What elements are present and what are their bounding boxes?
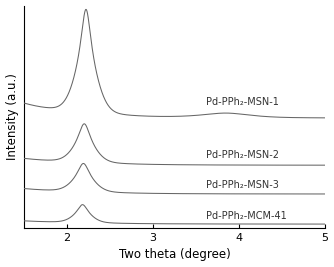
Text: Pd-PPh₂-MSN-2: Pd-PPh₂-MSN-2 xyxy=(206,150,279,160)
Text: Pd-PPh₂-MSN-3: Pd-PPh₂-MSN-3 xyxy=(206,180,279,190)
X-axis label: Two theta (degree): Two theta (degree) xyxy=(119,249,230,261)
Text: Pd-PPh₂-MCM-41: Pd-PPh₂-MCM-41 xyxy=(206,211,287,221)
Text: Pd-PPh₂-MSN-1: Pd-PPh₂-MSN-1 xyxy=(206,97,279,107)
Y-axis label: Intensity (a.u.): Intensity (a.u.) xyxy=(6,73,19,160)
